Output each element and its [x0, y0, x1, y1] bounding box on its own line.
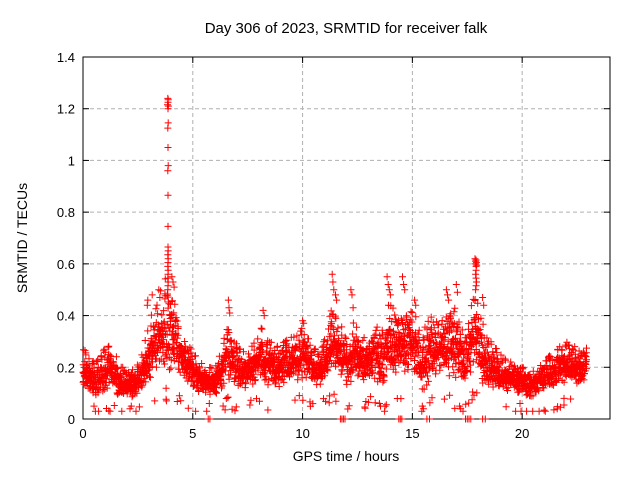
x-tick-label: 10	[295, 426, 309, 441]
y-tick-labels: 0 0.2 0.4 0.6 0.8 1 1.2 1.4	[57, 50, 75, 427]
x-tick-label: 0	[79, 426, 86, 441]
y-tick-label: 1.4	[57, 50, 75, 65]
y-tick-label: 1.2	[57, 102, 75, 117]
x-axis-label: GPS time / hours	[293, 448, 400, 464]
y-tick-label: 0.6	[57, 257, 75, 272]
y-tick-label: 1	[68, 153, 75, 168]
x-tick-label: 5	[189, 426, 196, 441]
x-tick-label: 20	[515, 426, 529, 441]
y-tick-label: 0	[68, 412, 75, 427]
scatter-points	[79, 94, 590, 423]
y-tick-label: 0.8	[57, 205, 75, 220]
y-tick-label: 0.4	[57, 309, 75, 324]
y-axis-label: SRMTID / TECUs	[14, 183, 30, 293]
axis-ticks	[82, 56, 610, 420]
x-tick-labels: 0 5 10 15 20	[79, 426, 529, 441]
x-tick-label: 15	[405, 426, 419, 441]
chart-title: Day 306 of 2023, SRMTID for receiver fal…	[205, 20, 488, 37]
y-tick-label: 0.2	[57, 360, 75, 375]
